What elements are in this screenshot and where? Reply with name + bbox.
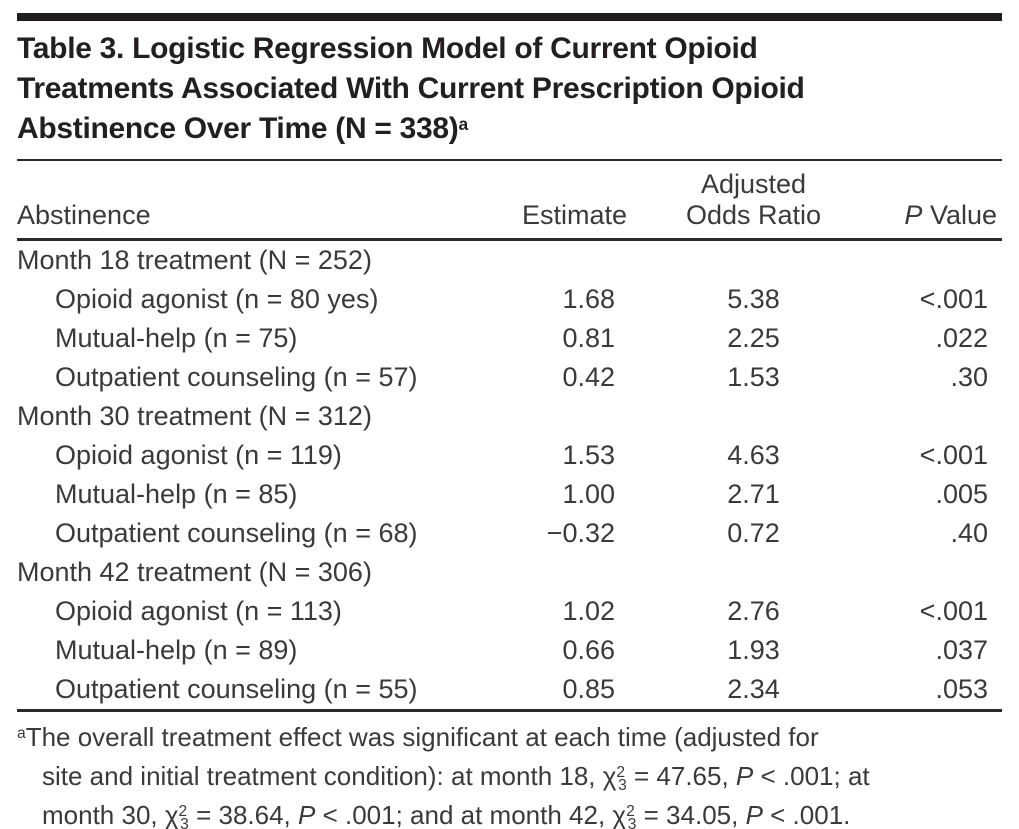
cell-p-value xyxy=(880,397,1002,436)
row-label: Month 30 treatment (N = 312) xyxy=(17,401,372,431)
cell-odds-ratio xyxy=(627,553,880,592)
row-label: Month 42 treatment (N = 306) xyxy=(17,557,372,587)
column-header-adjusted-line1: Adjusted xyxy=(700,169,807,199)
cell-odds-ratio: 1.93 xyxy=(727,635,780,665)
column-header-adjusted-line2: Odds Ratio xyxy=(685,200,822,230)
row-label: Outpatient counseling (n = 68) xyxy=(55,518,418,548)
table-row: Mutual-help (n = 75) 0.81 2.25 .022 xyxy=(17,319,1002,358)
cell-p-value: <.001 xyxy=(919,284,988,314)
cell-estimate: −0.32 xyxy=(546,518,615,548)
row-label: Month 18 treatment (N = 252) xyxy=(17,245,372,275)
cell-p-value: .40 xyxy=(950,518,988,548)
table-row: Opioid agonist (n = 113) 1.02 2.76 <.001 xyxy=(17,592,1002,631)
row-label: Opioid agonist (n = 113) xyxy=(55,596,342,626)
cell-estimate: 0.85 xyxy=(500,670,627,712)
cell-p-value: .30 xyxy=(950,362,988,392)
table-row: Outpatient counseling (n = 57) 0.42 1.53… xyxy=(17,358,1002,397)
row-label: Outpatient counseling (n = 55) xyxy=(17,670,500,712)
row-label: Outpatient counseling (n = 57) xyxy=(55,362,418,392)
cell-p-value: <.001 xyxy=(919,596,988,626)
column-header-estimate: Estimate xyxy=(500,161,627,241)
cell-estimate: 1.00 xyxy=(562,479,615,509)
cell-estimate xyxy=(500,553,627,592)
cell-estimate: 0.42 xyxy=(562,362,615,392)
table-title: Table 3. Logistic Regression Model of Cu… xyxy=(17,32,805,145)
table-row-section-month-42: Month 42 treatment (N = 306) xyxy=(17,553,1002,592)
cell-estimate: 0.81 xyxy=(562,323,615,353)
cell-odds-ratio: 2.71 xyxy=(727,479,780,509)
row-label: Mutual-help (n = 85) xyxy=(55,479,298,509)
cell-estimate: 1.68 xyxy=(562,284,615,314)
row-label: Opioid agonist (n = 119) xyxy=(55,440,342,470)
row-label: Mutual-help (n = 75) xyxy=(55,323,298,353)
cell-odds-ratio: 0.72 xyxy=(727,518,780,548)
table-row: Mutual-help (n = 85) 1.00 2.71 .005 xyxy=(17,475,1002,514)
cell-odds-ratio: 1.53 xyxy=(727,362,780,392)
column-header-p-value: P Value xyxy=(880,161,1002,241)
cell-odds-ratio: 2.34 xyxy=(627,670,880,712)
column-header-adjusted-odds-ratio: Adjusted Odds Ratio xyxy=(627,161,880,241)
cell-odds-ratio: 2.25 xyxy=(727,323,780,353)
cell-odds-ratio xyxy=(627,240,880,281)
cell-p-value xyxy=(880,240,1002,281)
row-label: Opioid agonist (n = 80 yes) xyxy=(55,284,379,314)
title-rule xyxy=(17,159,1002,161)
cell-estimate: 0.66 xyxy=(562,635,615,665)
table-row: Outpatient counseling (n = 68) −0.32 0.7… xyxy=(17,514,1002,553)
cell-odds-ratio: 4.63 xyxy=(727,440,780,470)
cell-odds-ratio: 5.38 xyxy=(727,284,780,314)
table-body: Month 18 treatment (N = 252) Opioid agon… xyxy=(17,240,1002,712)
table-row: Opioid agonist (n = 80 yes) 1.68 5.38 <.… xyxy=(17,280,1002,319)
table-row: Opioid agonist (n = 119) 1.53 4.63 <.001 xyxy=(17,436,1002,475)
cell-estimate: 1.02 xyxy=(562,596,615,626)
table-row: Outpatient counseling (n = 55) 0.85 2.34… xyxy=(17,670,1002,712)
cell-estimate: 1.53 xyxy=(562,440,615,470)
cell-p-value: .005 xyxy=(935,479,988,509)
cell-p-value: <.001 xyxy=(919,440,988,470)
cell-p-value: .053 xyxy=(880,670,1002,712)
cell-estimate xyxy=(500,240,627,281)
table-header: Abstinence Estimate Adjusted Odds Ratio … xyxy=(17,161,1002,241)
cell-odds-ratio: 2.76 xyxy=(727,596,780,626)
top-rule-bar xyxy=(17,13,1002,21)
row-label: Mutual-help (n = 89) xyxy=(55,635,298,665)
data-table: Abstinence Estimate Adjusted Odds Ratio … xyxy=(17,161,1002,712)
cell-p-value: .022 xyxy=(935,323,988,353)
cell-estimate xyxy=(500,397,627,436)
table-row-section-month-30: Month 30 treatment (N = 312) xyxy=(17,397,1002,436)
header-row: Abstinence Estimate Adjusted Odds Ratio … xyxy=(17,161,1002,241)
column-header-abstinence: Abstinence xyxy=(17,161,500,241)
cell-p-value: .037 xyxy=(935,635,988,665)
cell-odds-ratio xyxy=(627,397,880,436)
table-row-section-month-18: Month 18 treatment (N = 252) xyxy=(17,240,1002,281)
table-figure: Table 3. Logistic Regression Model of Cu… xyxy=(17,13,1002,829)
table-row: Mutual-help (n = 89) 0.66 1.93 .037 xyxy=(17,631,1002,670)
cell-p-value xyxy=(880,553,1002,592)
table-footnote: aThe overall treatment effect was signif… xyxy=(17,722,870,829)
